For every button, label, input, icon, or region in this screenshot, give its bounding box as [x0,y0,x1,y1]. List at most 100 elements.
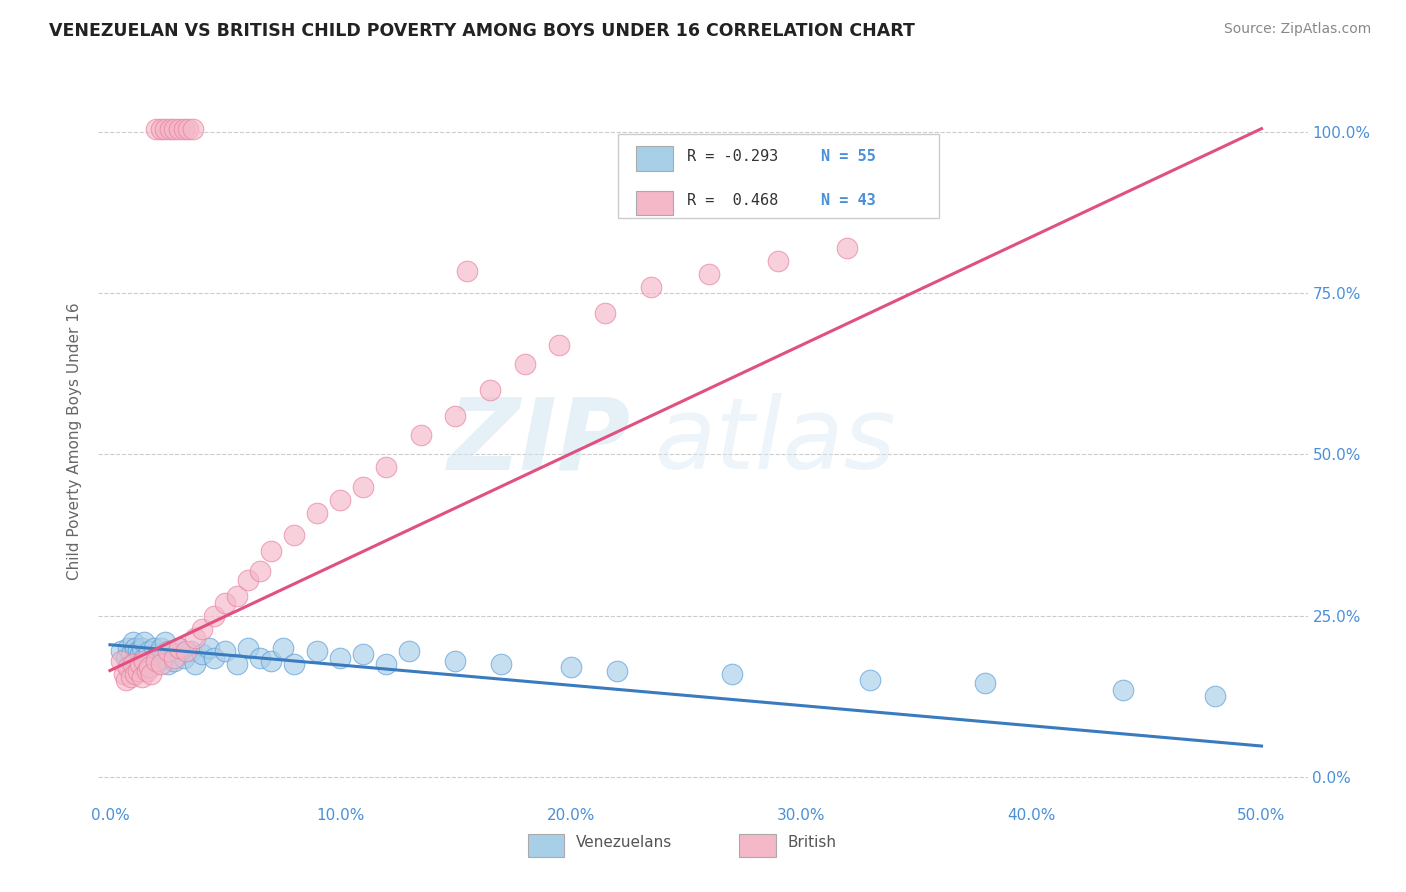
Point [145,654,167,668]
Point [122,657,145,672]
Point [135,657,157,672]
Point [697,267,720,281]
Point [127,664,149,678]
Text: ZIP: ZIP [447,393,630,490]
Point [307,644,329,658]
Point [141,666,163,681]
Point [398,644,420,658]
Point [198,640,221,655]
Text: atlas: atlas [655,393,896,490]
Point [329,492,352,507]
Point [766,254,789,268]
Point [134,650,156,665]
Point [163,654,186,668]
Point [134,654,156,668]
Point [236,640,259,655]
Point [271,640,294,655]
FancyBboxPatch shape [619,135,939,218]
Point [225,657,247,672]
Point [110,644,132,658]
Point [184,632,207,646]
Point [117,660,139,674]
Point [249,564,271,578]
Text: N = 55: N = 55 [821,149,876,163]
Point [260,654,283,668]
Point [548,338,571,352]
Text: N = 43: N = 43 [821,194,876,209]
Point [115,673,138,688]
FancyBboxPatch shape [637,191,672,215]
Point [167,640,190,655]
Point [214,596,236,610]
Point [155,634,177,648]
Point [173,650,195,665]
Point [181,121,204,136]
Point [124,666,146,681]
Point [307,506,329,520]
Point [409,428,432,442]
FancyBboxPatch shape [637,146,672,170]
Point [180,644,202,658]
Text: R =  0.468: R = 0.468 [688,194,779,209]
Point [141,654,163,668]
Point [127,650,149,665]
Point [127,644,149,658]
Point [375,657,398,672]
Point [329,650,352,665]
Text: R = -0.293: R = -0.293 [688,149,779,163]
Point [155,121,177,136]
Point [148,648,170,662]
Point [202,650,225,665]
FancyBboxPatch shape [527,834,564,857]
Point [156,644,179,658]
Point [163,650,186,665]
Point [120,670,142,684]
Point [115,650,138,665]
Point [444,654,467,668]
Y-axis label: Child Poverty Among Boys Under 16: Child Poverty Among Boys Under 16 [67,302,83,581]
Point [159,644,181,658]
Point [167,640,190,655]
Point [283,657,305,672]
Point [159,121,181,136]
Point [640,279,662,293]
Point [974,676,997,690]
Point [249,650,271,665]
Point [120,648,142,662]
Point [606,664,628,678]
Point [173,121,195,136]
Point [138,660,160,674]
Point [720,666,742,681]
Point [283,528,305,542]
Point [260,544,283,558]
Point [124,640,146,655]
Point [478,383,501,397]
Point [122,634,145,648]
Text: Source: ZipAtlas.com: Source: ZipAtlas.com [1223,22,1371,37]
Point [177,121,200,136]
Point [149,121,172,136]
Point [138,644,160,658]
Point [214,644,236,658]
Point [131,670,153,684]
Point [375,460,398,475]
Point [163,121,186,136]
Point [859,673,882,688]
Point [145,121,167,136]
Point [167,121,190,136]
Point [184,657,207,672]
Point [352,480,374,494]
Point [513,357,536,371]
Text: Venezuelans: Venezuelans [576,835,672,850]
Point [236,573,259,587]
Point [142,640,165,655]
Point [134,634,156,648]
Point [128,657,150,672]
Point [593,305,616,319]
Point [174,644,197,658]
Point [117,640,139,655]
Point [135,664,157,678]
Point [560,660,582,674]
Point [156,657,179,672]
Point [145,657,167,672]
